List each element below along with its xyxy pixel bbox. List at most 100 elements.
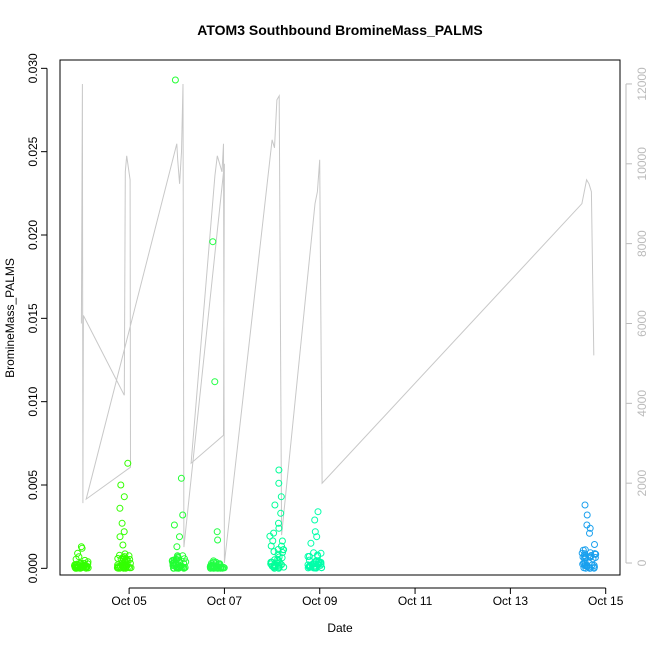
data-point bbox=[207, 564, 214, 572]
data-point bbox=[278, 554, 286, 562]
data-point bbox=[311, 516, 319, 524]
altitude-line bbox=[80, 83, 595, 564]
data-point bbox=[583, 511, 591, 519]
data-point bbox=[114, 563, 122, 571]
data-point bbox=[210, 564, 217, 572]
data-point bbox=[213, 528, 221, 536]
x-axis: Oct 05 Oct 07 Oct 09 Oct 11 Oct 13 Oct 15 bbox=[111, 587, 624, 608]
data-point bbox=[214, 536, 222, 544]
data-point bbox=[313, 533, 321, 541]
x-tick-label: Oct 07 bbox=[207, 594, 243, 608]
y-axis-label: BromineMass_PALMS bbox=[3, 258, 17, 378]
data-point bbox=[277, 509, 285, 517]
data-point bbox=[278, 537, 286, 545]
data-point bbox=[280, 546, 288, 554]
data-point bbox=[590, 564, 598, 572]
y-tick-label: 0.025 bbox=[26, 136, 40, 166]
data-point bbox=[311, 528, 319, 536]
data-point bbox=[271, 501, 279, 509]
data-point bbox=[277, 493, 285, 501]
y-tick-label: 0.020 bbox=[26, 220, 40, 250]
data-point bbox=[581, 550, 589, 558]
y2-tick-label: 2000 bbox=[635, 470, 649, 497]
data-point bbox=[116, 504, 124, 512]
data-point bbox=[124, 459, 132, 467]
data-point bbox=[270, 548, 278, 556]
data-point bbox=[170, 521, 178, 529]
data-point bbox=[315, 558, 323, 566]
data-point bbox=[311, 564, 319, 572]
y-tick-label: 0.000 bbox=[26, 553, 40, 583]
data-point bbox=[581, 501, 589, 509]
data-point bbox=[586, 529, 593, 537]
data-point bbox=[209, 238, 217, 246]
x-tick-label: Oct 15 bbox=[588, 594, 624, 608]
data-point bbox=[586, 564, 594, 572]
data-point bbox=[173, 564, 181, 572]
data-point bbox=[275, 553, 283, 561]
x-tick-label: Oct 09 bbox=[302, 594, 338, 608]
data-points bbox=[71, 76, 600, 572]
data-point bbox=[176, 533, 183, 541]
data-point bbox=[275, 466, 283, 474]
data-point bbox=[583, 521, 591, 529]
data-point bbox=[310, 549, 318, 557]
data-point bbox=[275, 479, 283, 487]
data-point bbox=[314, 508, 322, 516]
data-point bbox=[307, 539, 315, 547]
y2-tick-label: 12000 bbox=[635, 67, 649, 101]
data-point bbox=[125, 552, 133, 560]
data-point bbox=[306, 562, 314, 570]
data-point bbox=[211, 378, 219, 386]
data-point bbox=[270, 529, 278, 537]
data-point bbox=[179, 511, 187, 519]
data-point bbox=[119, 562, 127, 570]
data-point bbox=[305, 552, 313, 560]
data-point bbox=[275, 519, 282, 527]
data-point bbox=[579, 553, 587, 561]
data-point bbox=[214, 564, 222, 572]
data-point bbox=[177, 474, 185, 482]
y-tick-label: 0.010 bbox=[26, 386, 40, 416]
data-point bbox=[578, 549, 586, 557]
x-axis-label: Date bbox=[327, 621, 353, 635]
data-point bbox=[586, 524, 594, 532]
altitude-series bbox=[80, 83, 595, 564]
data-point bbox=[180, 564, 188, 572]
data-point bbox=[72, 564, 80, 572]
data-point bbox=[275, 524, 283, 532]
plot-frame bbox=[59, 59, 621, 576]
data-point bbox=[170, 556, 178, 564]
data-point bbox=[117, 481, 125, 489]
data-point bbox=[591, 541, 598, 548]
data-point bbox=[78, 544, 86, 552]
data-point bbox=[171, 76, 179, 84]
data-point bbox=[120, 528, 128, 536]
y2-tick-label: 4000 bbox=[635, 390, 649, 417]
data-point bbox=[318, 564, 326, 572]
y-tick-label: 0.005 bbox=[26, 470, 40, 500]
data-point bbox=[268, 558, 276, 566]
data-point bbox=[82, 562, 90, 570]
data-point bbox=[586, 553, 594, 561]
y2-tick-label: 10000 bbox=[635, 147, 649, 181]
y-tick-label: 0.015 bbox=[26, 303, 40, 333]
x-tick-label: Oct 13 bbox=[493, 594, 529, 608]
y2-tick-label: 0 bbox=[635, 559, 649, 566]
data-point bbox=[114, 555, 122, 562]
data-point bbox=[179, 552, 187, 560]
data-point bbox=[120, 493, 128, 501]
data-point bbox=[317, 549, 325, 557]
data-point bbox=[277, 561, 285, 569]
data-point bbox=[275, 564, 283, 572]
data-point bbox=[82, 564, 90, 572]
data-point bbox=[267, 542, 275, 550]
chart-title: ATOM3 Southbound BromineMass_PALMS bbox=[197, 22, 482, 38]
data-point bbox=[168, 557, 176, 565]
x-tick-label: Oct 11 bbox=[398, 594, 433, 608]
data-point bbox=[119, 541, 127, 549]
data-point bbox=[116, 533, 124, 541]
data-point bbox=[208, 563, 216, 571]
y-axis: 0.000 0.005 0.010 0.015 0.020 0.025 0.030 bbox=[26, 53, 48, 583]
